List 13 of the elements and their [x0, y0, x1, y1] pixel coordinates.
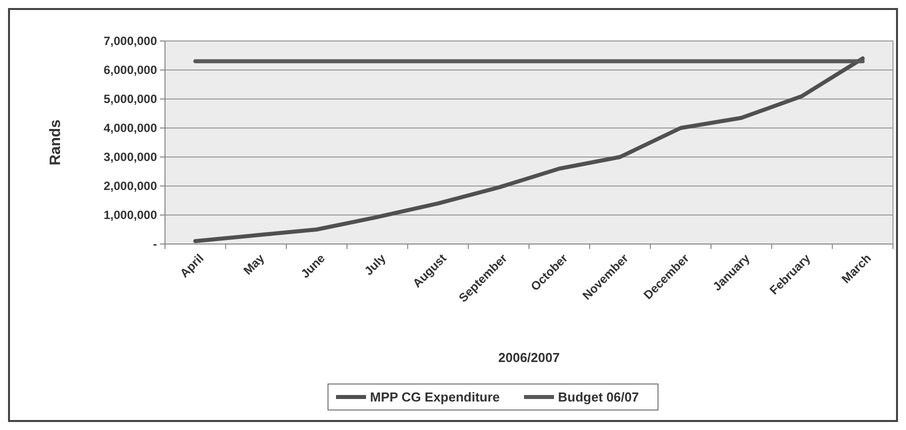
line-series	[193, 56, 865, 244]
y-tick-label: 2,000,000	[104, 179, 158, 194]
y-tick-label: -	[153, 237, 157, 252]
legend-label: MPP CG Expenditure	[370, 390, 500, 405]
y-tick-label: 3,000,000	[104, 150, 158, 164]
y-tick-label: 7,000,000	[104, 34, 158, 48]
legend-label: Budget 06/07	[558, 390, 639, 405]
y-axis-title: Rands	[47, 120, 64, 166]
x-axis-title: 2006/2007	[498, 350, 560, 365]
y-tick-label: 4,000,000	[104, 121, 158, 136]
y-tick-label: 1,000,000	[104, 208, 158, 222]
y-tick-label: 6,000,000	[104, 63, 158, 78]
y-tick-label: 5,000,000	[104, 92, 158, 106]
